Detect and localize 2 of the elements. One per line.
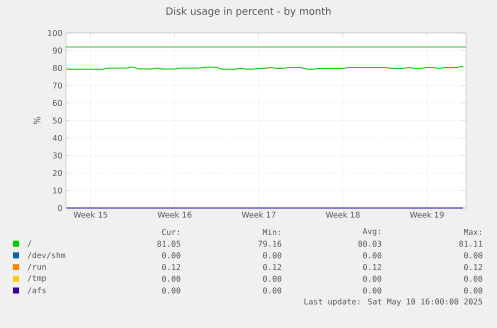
chart-title: Disk usage in percent - by month: [166, 7, 331, 17]
y-axis-title: %: [34, 116, 40, 124]
